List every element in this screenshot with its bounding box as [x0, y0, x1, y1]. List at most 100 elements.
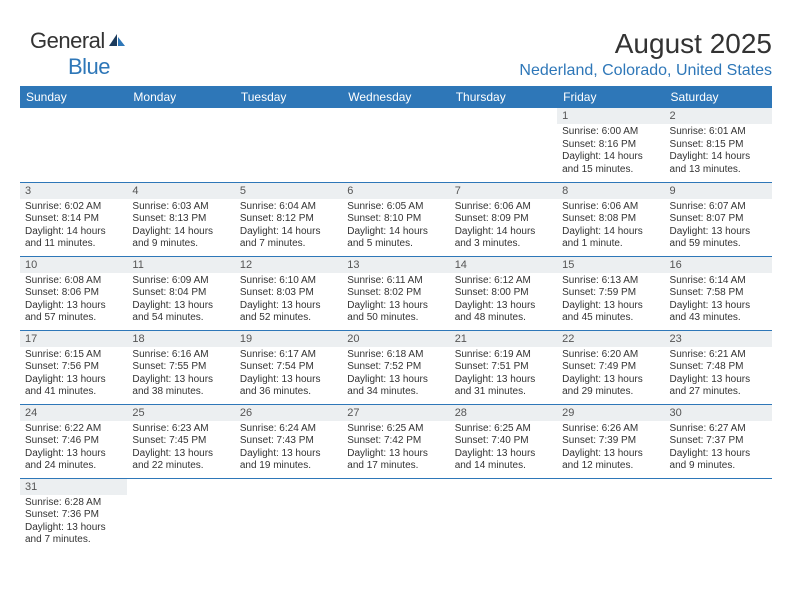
day-details: Sunrise: 6:09 AMSunset: 8:04 PMDaylight:… — [127, 273, 234, 328]
day-details: Sunrise: 6:04 AMSunset: 8:12 PMDaylight:… — [235, 199, 342, 254]
day-details: Sunrise: 6:19 AMSunset: 7:51 PMDaylight:… — [450, 347, 557, 402]
calendar-cell: 4Sunrise: 6:03 AMSunset: 8:13 PMDaylight… — [127, 182, 234, 256]
day-number: 21 — [450, 331, 557, 347]
calendar-cell: 27Sunrise: 6:25 AMSunset: 7:42 PMDayligh… — [342, 404, 449, 478]
day-number: 1 — [557, 108, 664, 124]
location: Nederland, Colorado, United States — [519, 62, 772, 80]
logo: GeneralBlue — [20, 28, 127, 80]
day-number: 13 — [342, 257, 449, 273]
day-details: Sunrise: 6:25 AMSunset: 7:42 PMDaylight:… — [342, 421, 449, 476]
calendar-cell: 2Sunrise: 6:01 AMSunset: 8:15 PMDaylight… — [665, 108, 772, 182]
day-details: Sunrise: 6:13 AMSunset: 7:59 PMDaylight:… — [557, 273, 664, 328]
calendar-body: 1Sunrise: 6:00 AMSunset: 8:16 PMDaylight… — [20, 108, 772, 552]
calendar-row: 17Sunrise: 6:15 AMSunset: 7:56 PMDayligh… — [20, 330, 772, 404]
calendar-cell: 23Sunrise: 6:21 AMSunset: 7:48 PMDayligh… — [665, 330, 772, 404]
day-details: Sunrise: 6:03 AMSunset: 8:13 PMDaylight:… — [127, 199, 234, 254]
calendar-cell — [235, 108, 342, 182]
calendar-cell — [342, 108, 449, 182]
day-number: 14 — [450, 257, 557, 273]
calendar-cell: 12Sunrise: 6:10 AMSunset: 8:03 PMDayligh… — [235, 256, 342, 330]
day-number: 9 — [665, 183, 772, 199]
day-number: 6 — [342, 183, 449, 199]
day-details: Sunrise: 6:08 AMSunset: 8:06 PMDaylight:… — [20, 273, 127, 328]
day-number: 24 — [20, 405, 127, 421]
calendar-cell: 13Sunrise: 6:11 AMSunset: 8:02 PMDayligh… — [342, 256, 449, 330]
day-number: 4 — [127, 183, 234, 199]
calendar-cell: 24Sunrise: 6:22 AMSunset: 7:46 PMDayligh… — [20, 404, 127, 478]
day-header: Friday — [557, 86, 664, 108]
calendar-cell: 5Sunrise: 6:04 AMSunset: 8:12 PMDaylight… — [235, 182, 342, 256]
day-details: Sunrise: 6:06 AMSunset: 8:09 PMDaylight:… — [450, 199, 557, 254]
day-details: Sunrise: 6:14 AMSunset: 7:58 PMDaylight:… — [665, 273, 772, 328]
day-number: 27 — [342, 405, 449, 421]
day-details: Sunrise: 6:20 AMSunset: 7:49 PMDaylight:… — [557, 347, 664, 402]
calendar-cell — [450, 478, 557, 552]
calendar-cell: 30Sunrise: 6:27 AMSunset: 7:37 PMDayligh… — [665, 404, 772, 478]
day-number: 10 — [20, 257, 127, 273]
calendar-row: 31Sunrise: 6:28 AMSunset: 7:36 PMDayligh… — [20, 478, 772, 552]
title-block: August 2025 Nederland, Colorado, United … — [519, 28, 772, 80]
day-header-row: SundayMondayTuesdayWednesdayThursdayFrid… — [20, 86, 772, 108]
day-number: 23 — [665, 331, 772, 347]
day-number: 16 — [665, 257, 772, 273]
day-details: Sunrise: 6:01 AMSunset: 8:15 PMDaylight:… — [665, 124, 772, 179]
calendar-row: 24Sunrise: 6:22 AMSunset: 7:46 PMDayligh… — [20, 404, 772, 478]
day-number: 29 — [557, 405, 664, 421]
day-number: 20 — [342, 331, 449, 347]
day-number: 2 — [665, 108, 772, 124]
day-header: Saturday — [665, 86, 772, 108]
calendar-cell: 6Sunrise: 6:05 AMSunset: 8:10 PMDaylight… — [342, 182, 449, 256]
calendar-cell: 19Sunrise: 6:17 AMSunset: 7:54 PMDayligh… — [235, 330, 342, 404]
day-details: Sunrise: 6:27 AMSunset: 7:37 PMDaylight:… — [665, 421, 772, 476]
logo-part1: General — [30, 28, 105, 53]
day-details: Sunrise: 6:06 AMSunset: 8:08 PMDaylight:… — [557, 199, 664, 254]
calendar-cell: 22Sunrise: 6:20 AMSunset: 7:49 PMDayligh… — [557, 330, 664, 404]
calendar-cell: 17Sunrise: 6:15 AMSunset: 7:56 PMDayligh… — [20, 330, 127, 404]
month-title: August 2025 — [519, 28, 772, 60]
day-number: 28 — [450, 405, 557, 421]
calendar-cell: 29Sunrise: 6:26 AMSunset: 7:39 PMDayligh… — [557, 404, 664, 478]
calendar-cell: 26Sunrise: 6:24 AMSunset: 7:43 PMDayligh… — [235, 404, 342, 478]
day-number: 26 — [235, 405, 342, 421]
calendar-cell: 10Sunrise: 6:08 AMSunset: 8:06 PMDayligh… — [20, 256, 127, 330]
sail-icon — [107, 28, 127, 53]
calendar-row: 1Sunrise: 6:00 AMSunset: 8:16 PMDaylight… — [20, 108, 772, 182]
day-number: 11 — [127, 257, 234, 273]
day-details: Sunrise: 6:17 AMSunset: 7:54 PMDaylight:… — [235, 347, 342, 402]
day-details: Sunrise: 6:25 AMSunset: 7:40 PMDaylight:… — [450, 421, 557, 476]
day-number: 3 — [20, 183, 127, 199]
calendar-cell: 20Sunrise: 6:18 AMSunset: 7:52 PMDayligh… — [342, 330, 449, 404]
day-number: 17 — [20, 331, 127, 347]
day-details: Sunrise: 6:11 AMSunset: 8:02 PMDaylight:… — [342, 273, 449, 328]
day-details: Sunrise: 6:24 AMSunset: 7:43 PMDaylight:… — [235, 421, 342, 476]
calendar-cell — [665, 478, 772, 552]
day-details: Sunrise: 6:10 AMSunset: 8:03 PMDaylight:… — [235, 273, 342, 328]
day-number: 30 — [665, 405, 772, 421]
calendar-cell: 15Sunrise: 6:13 AMSunset: 7:59 PMDayligh… — [557, 256, 664, 330]
day-number: 18 — [127, 331, 234, 347]
day-number: 15 — [557, 257, 664, 273]
day-details: Sunrise: 6:22 AMSunset: 7:46 PMDaylight:… — [20, 421, 127, 476]
calendar-row: 10Sunrise: 6:08 AMSunset: 8:06 PMDayligh… — [20, 256, 772, 330]
calendar-cell: 1Sunrise: 6:00 AMSunset: 8:16 PMDaylight… — [557, 108, 664, 182]
day-number: 22 — [557, 331, 664, 347]
calendar-table: SundayMondayTuesdayWednesdayThursdayFrid… — [20, 86, 772, 552]
day-details: Sunrise: 6:07 AMSunset: 8:07 PMDaylight:… — [665, 199, 772, 254]
calendar-cell: 21Sunrise: 6:19 AMSunset: 7:51 PMDayligh… — [450, 330, 557, 404]
day-number: 25 — [127, 405, 234, 421]
day-details: Sunrise: 6:26 AMSunset: 7:39 PMDaylight:… — [557, 421, 664, 476]
day-number: 5 — [235, 183, 342, 199]
day-number: 7 — [450, 183, 557, 199]
calendar-cell: 25Sunrise: 6:23 AMSunset: 7:45 PMDayligh… — [127, 404, 234, 478]
day-header: Monday — [127, 86, 234, 108]
calendar-cell — [127, 108, 234, 182]
calendar-cell — [235, 478, 342, 552]
day-details: Sunrise: 6:23 AMSunset: 7:45 PMDaylight:… — [127, 421, 234, 476]
calendar-cell: 31Sunrise: 6:28 AMSunset: 7:36 PMDayligh… — [20, 478, 127, 552]
day-header: Thursday — [450, 86, 557, 108]
day-details: Sunrise: 6:00 AMSunset: 8:16 PMDaylight:… — [557, 124, 664, 179]
day-header: Sunday — [20, 86, 127, 108]
day-details: Sunrise: 6:02 AMSunset: 8:14 PMDaylight:… — [20, 199, 127, 254]
day-details: Sunrise: 6:16 AMSunset: 7:55 PMDaylight:… — [127, 347, 234, 402]
calendar-cell — [557, 478, 664, 552]
